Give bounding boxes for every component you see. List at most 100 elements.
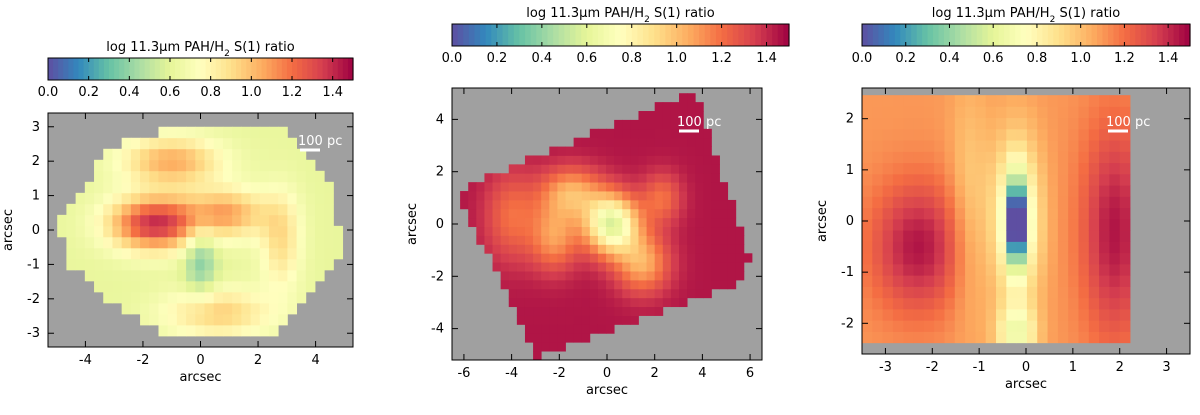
heatmap-cell: [268, 302, 279, 315]
heatmap-cell: [573, 297, 583, 308]
heatmap-cell: [735, 244, 745, 254]
heatmap-cell: [703, 191, 712, 201]
colorbar-segment: [777, 24, 784, 46]
heatmap-cell: [687, 271, 696, 281]
heatmap-cell: [727, 226, 737, 236]
heatmap-cell: [468, 199, 477, 210]
heatmap-cell: [1078, 196, 1090, 209]
heatmap-cell: [204, 324, 215, 337]
x-tick-label: -2: [136, 353, 149, 368]
colorbar-segment: [114, 58, 120, 80]
heatmap-cell: [176, 159, 187, 172]
heatmap-cell: [872, 320, 884, 332]
colorbar-segment: [302, 58, 308, 80]
heatmap-cell: [654, 199, 664, 210]
heatmap-cell: [872, 140, 884, 152]
heatmap-cell: [646, 128, 656, 139]
heatmap-cell: [94, 280, 104, 293]
heatmap-cell: [892, 106, 904, 119]
heatmap-cell: [278, 269, 288, 282]
colorbar-label-part: S(1) ratio: [650, 6, 715, 21]
colorbar-segment: [987, 24, 994, 46]
heatmap-cell: [711, 279, 720, 290]
heatmap-cell: [614, 119, 623, 130]
heatmap-cell: [213, 214, 224, 227]
heatmap-cell: [1078, 117, 1090, 130]
heatmap-cell: [565, 226, 575, 236]
heatmap-cell: [1057, 320, 1069, 332]
colorbar-tick-label: 0.4: [119, 85, 140, 100]
heatmap-cell: [662, 235, 672, 245]
heatmap-cell: [944, 140, 956, 152]
heatmap-cell: [934, 275, 945, 287]
x-axis-label: arcsec: [1005, 377, 1047, 392]
heatmap-cell: [1057, 207, 1069, 220]
heatmap-cell: [719, 279, 729, 290]
heatmap-cell: [516, 279, 526, 290]
colorbar-segment: [1102, 24, 1109, 46]
heatmap-cell: [259, 181, 270, 194]
heatmap-cell: [934, 117, 945, 130]
colorbar-segment: [1097, 24, 1104, 46]
heatmap-cell: [985, 196, 997, 209]
heatmap-cell: [167, 148, 178, 161]
heatmap-cell: [934, 207, 945, 220]
heatmap-cell: [597, 315, 607, 325]
heatmap-cell: [573, 306, 583, 316]
heatmap-cell: [965, 297, 976, 310]
y-tick-label: 1: [846, 163, 854, 178]
heatmap-cell: [954, 185, 966, 197]
heatmap-cell: [654, 111, 664, 121]
heatmap: [48, 113, 353, 347]
colorbar-label-part: S(1) ratio: [230, 40, 295, 55]
x-tick-label: -1: [973, 360, 986, 375]
heatmap-cell: [1068, 95, 1079, 107]
heatmap-cell: [1078, 128, 1090, 141]
heatmap-cell: [622, 226, 631, 236]
heatmap-cell: [727, 271, 737, 281]
heatmap-cell: [1068, 308, 1079, 321]
heatmap-cell: [186, 247, 196, 260]
heatmap-cell: [1078, 241, 1090, 254]
heatmap-cell: [923, 151, 935, 164]
heatmap-cell: [630, 182, 639, 192]
heatmap-cell: [94, 181, 104, 194]
heatmap-cell: [882, 151, 894, 164]
heatmap-cell: [1078, 320, 1090, 332]
heatmap-cell: [541, 217, 550, 228]
heatmap-cell: [1088, 286, 1100, 299]
heatmap-cell: [614, 226, 623, 236]
heatmap-cell: [1099, 106, 1110, 119]
colorbar-segment: [1173, 24, 1180, 46]
heatmap-cell: [149, 302, 159, 315]
heatmap-cell: [597, 191, 607, 201]
heatmap-cell: [614, 244, 623, 254]
heatmap-cell: [996, 320, 1007, 332]
heatmap-cell: [533, 191, 542, 201]
colorbar-segment: [1069, 24, 1076, 46]
heatmap-cell: [1068, 162, 1079, 175]
heatmap-cell: [195, 148, 205, 161]
heatmap: [862, 88, 1190, 354]
heatmap-cell: [882, 218, 894, 231]
heatmap-cell: [1088, 185, 1100, 197]
heatmap-cell: [278, 291, 288, 304]
heatmap-cell: [158, 214, 169, 227]
heatmap-cell: [872, 173, 884, 186]
colorbar-segment: [1113, 24, 1120, 46]
heatmap-cell: [549, 262, 558, 272]
heatmap-cell: [305, 214, 316, 227]
colorbar-tick-label: 0.2: [487, 51, 508, 66]
heatmap-cell: [524, 288, 534, 299]
heatmap-cell: [1068, 128, 1079, 141]
x-tick-label: 4: [311, 353, 319, 368]
heatmap-cell: [670, 279, 680, 290]
heatmap-cell: [589, 271, 599, 281]
colorbar-segment: [889, 24, 896, 46]
heatmap-cell: [140, 137, 150, 150]
heatmap-cell: [140, 214, 150, 227]
colorbar-tick-label: 0.4: [939, 51, 960, 66]
heatmap-cell: [923, 140, 935, 152]
heatmap-cell: [232, 324, 242, 337]
heatmap-cell: [1006, 207, 1018, 220]
